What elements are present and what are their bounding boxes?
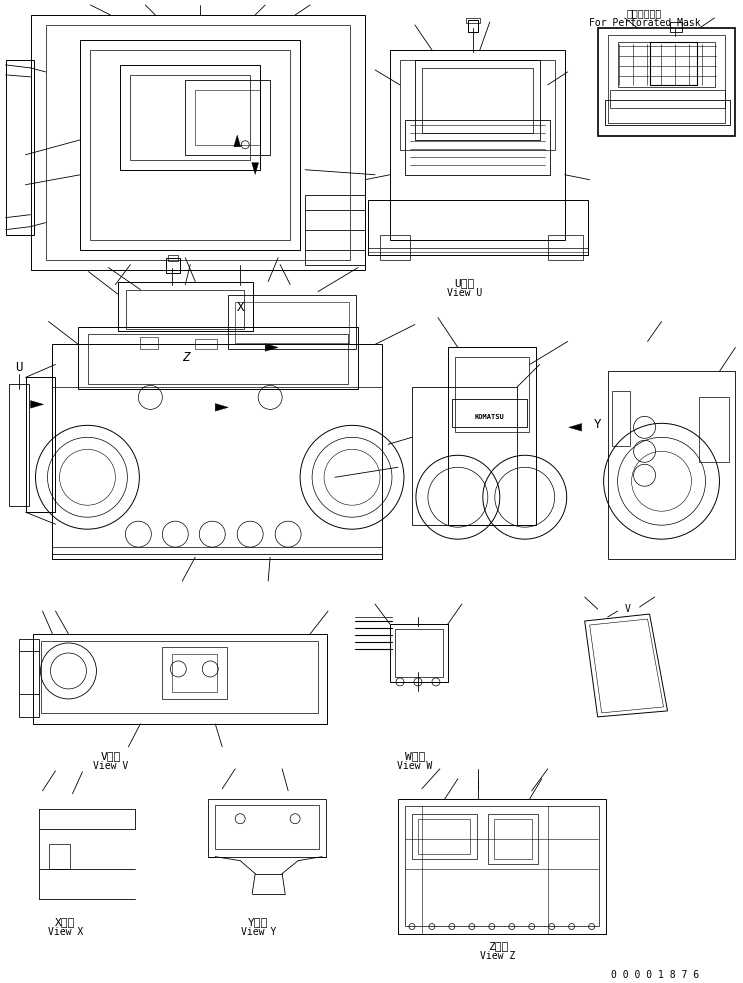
Bar xyxy=(25,377,56,512)
Bar xyxy=(45,25,350,260)
Bar xyxy=(597,28,736,136)
Bar xyxy=(228,295,356,349)
Bar xyxy=(208,799,326,856)
Bar xyxy=(79,327,358,389)
Bar xyxy=(236,302,349,343)
Bar xyxy=(48,843,71,869)
Text: KOMATSU: KOMATSU xyxy=(475,415,504,421)
Bar xyxy=(448,347,536,525)
Bar xyxy=(405,120,550,175)
Bar xyxy=(53,344,382,559)
Bar xyxy=(649,42,698,85)
Text: U: U xyxy=(15,361,22,374)
Text: V　視: V 視 xyxy=(100,751,120,761)
Bar xyxy=(611,391,629,446)
Bar xyxy=(380,235,410,260)
Text: 丸穴マスク用: 丸穴マスク用 xyxy=(627,8,662,18)
Bar xyxy=(5,60,33,235)
Bar xyxy=(130,75,250,160)
Bar xyxy=(405,806,599,926)
Text: View W: View W xyxy=(398,761,432,771)
Bar xyxy=(669,22,681,32)
Bar xyxy=(118,281,253,331)
Text: 0 0 0 0 1 8 7 6: 0 0 0 0 1 8 7 6 xyxy=(611,970,699,980)
Text: X　視: X 視 xyxy=(55,916,76,927)
Polygon shape xyxy=(30,401,44,408)
Bar xyxy=(41,641,318,713)
Bar xyxy=(33,634,327,723)
Bar xyxy=(609,89,725,108)
Bar xyxy=(412,387,517,525)
Bar xyxy=(305,195,365,264)
Bar xyxy=(395,629,443,677)
Bar xyxy=(195,89,260,145)
Text: V: V xyxy=(625,604,631,614)
Text: X: X xyxy=(236,301,244,314)
Polygon shape xyxy=(215,404,228,411)
Bar xyxy=(30,15,365,269)
Text: Y　視: Y 視 xyxy=(248,916,268,927)
Bar xyxy=(9,384,28,506)
Text: W　視: W 視 xyxy=(405,751,425,761)
Bar xyxy=(608,35,725,123)
Bar xyxy=(494,819,532,859)
Text: U　視: U 視 xyxy=(455,277,475,288)
Bar xyxy=(608,372,736,559)
Text: Z: Z xyxy=(181,351,189,364)
Bar xyxy=(185,80,270,154)
Text: View U: View U xyxy=(447,288,482,298)
Text: View Y: View Y xyxy=(241,927,276,937)
Bar xyxy=(488,814,538,864)
Text: View V: View V xyxy=(93,761,128,771)
Polygon shape xyxy=(265,344,278,351)
Bar xyxy=(468,20,478,32)
Polygon shape xyxy=(568,424,582,432)
Bar xyxy=(140,337,158,349)
Text: View Z: View Z xyxy=(480,951,516,960)
Text: Z　視: Z 視 xyxy=(487,941,508,951)
Bar xyxy=(166,258,181,272)
Bar xyxy=(466,18,480,23)
Bar xyxy=(19,639,39,717)
Text: View X: View X xyxy=(48,927,83,937)
Bar xyxy=(195,339,217,349)
Bar xyxy=(617,42,716,87)
Bar xyxy=(422,68,533,133)
Bar xyxy=(88,334,348,384)
Bar xyxy=(80,40,300,250)
Bar xyxy=(452,399,527,428)
Bar xyxy=(390,50,565,240)
Bar xyxy=(169,255,178,260)
Bar xyxy=(215,805,319,848)
Text: For Perforated Mask: For Perforated Mask xyxy=(588,18,701,28)
Bar xyxy=(605,100,730,125)
Bar xyxy=(699,397,730,462)
Polygon shape xyxy=(252,163,259,174)
Bar xyxy=(126,290,244,329)
Bar xyxy=(418,819,470,853)
Bar xyxy=(398,799,606,934)
Bar xyxy=(172,654,217,692)
Bar xyxy=(91,50,290,240)
Bar xyxy=(390,624,448,682)
Bar xyxy=(368,200,588,255)
Bar xyxy=(400,60,555,149)
Bar xyxy=(120,65,260,170)
Bar xyxy=(162,647,227,699)
Bar xyxy=(415,60,539,140)
Bar xyxy=(548,235,583,260)
Text: Y: Y xyxy=(594,418,601,431)
Bar xyxy=(455,358,529,433)
Bar xyxy=(412,814,477,859)
Polygon shape xyxy=(234,135,241,146)
